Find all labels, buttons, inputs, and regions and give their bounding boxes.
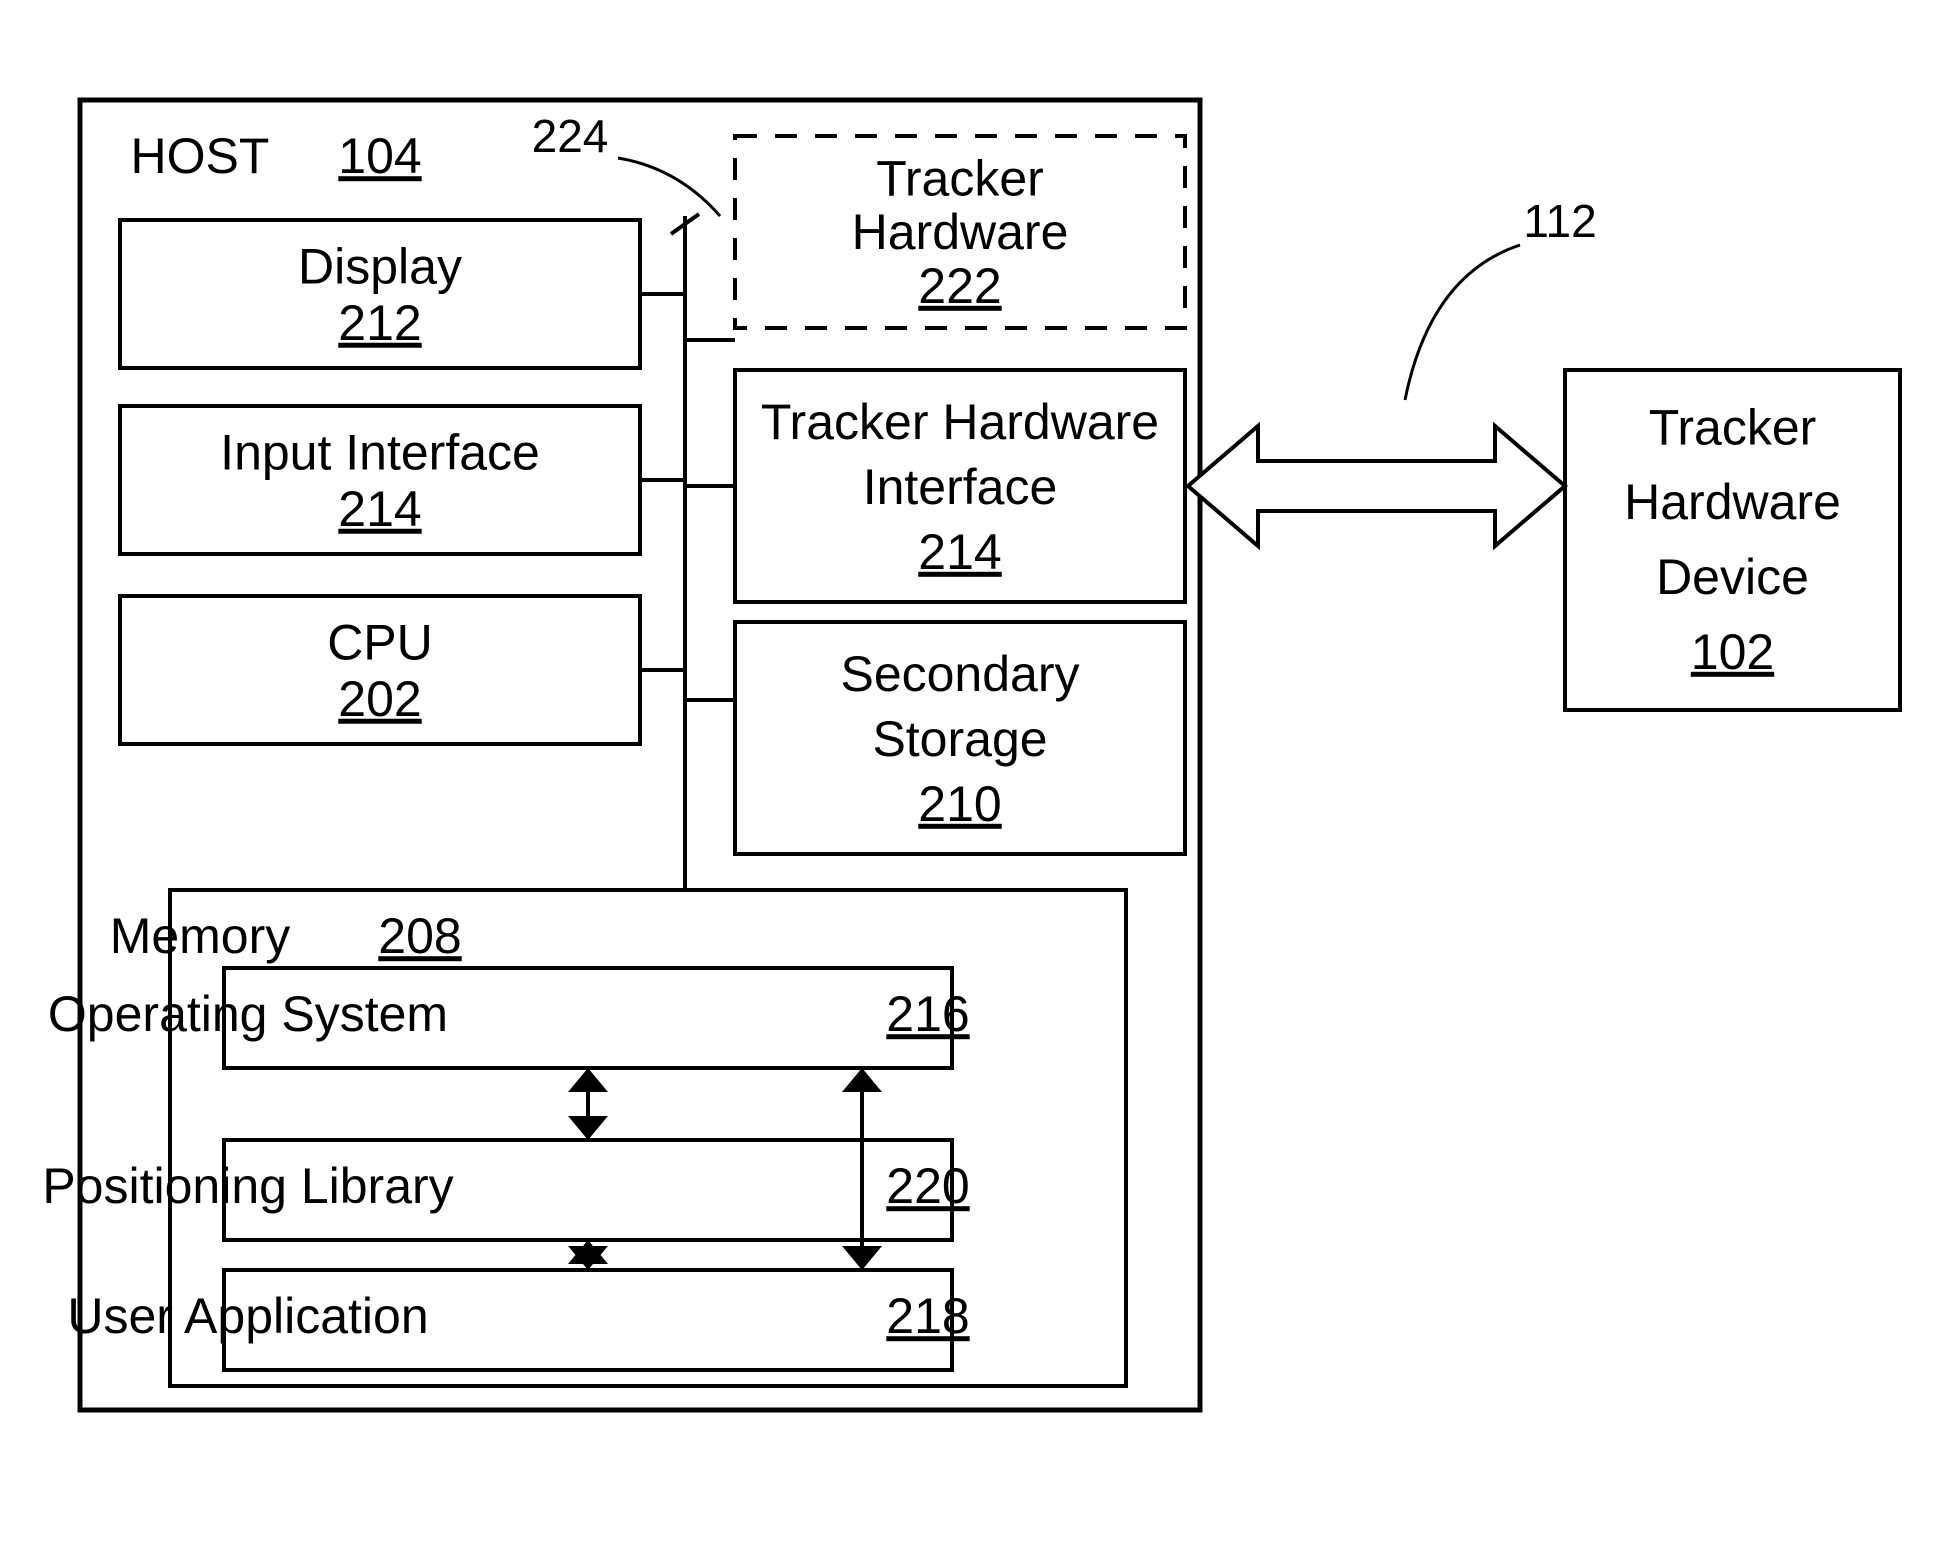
tracker-device-l3: Device (1656, 549, 1809, 605)
cpu-label: CPU (327, 615, 433, 671)
ref-112-leader (1405, 245, 1520, 400)
cpu-ref: 202 (338, 671, 421, 727)
ss-l2: Storage (872, 711, 1047, 767)
plib-label: Positioning Library (42, 1158, 453, 1214)
host-label: HOST (131, 128, 270, 184)
display-label: Display (298, 239, 462, 295)
ss-l1: Secondary (840, 646, 1079, 702)
os-ref: 216 (886, 986, 969, 1042)
plib-ref: 220 (886, 1158, 969, 1214)
ref-112-label: 112 (1523, 195, 1596, 247)
uapp-ref: 218 (886, 1288, 969, 1344)
ss-ref: 210 (918, 776, 1001, 832)
ref-224-label: 224 (532, 110, 609, 162)
uapp-label: User Application (67, 1288, 428, 1344)
host-ref: 104 (338, 128, 421, 184)
os-label: Operating System (48, 986, 448, 1042)
tracker-device-ref: 102 (1691, 624, 1774, 680)
inputif-ref: 214 (338, 481, 421, 537)
tracker-device-l2: Hardware (1624, 474, 1841, 530)
inputif-label: Input Interface (220, 425, 540, 481)
memory-label: Memory (110, 908, 291, 964)
tracker-device-l1: Tracker (1649, 399, 1817, 455)
bidir-arrow (1188, 426, 1565, 546)
thi-ref: 214 (918, 524, 1001, 580)
thi-l1: Tracker Hardware (761, 394, 1159, 450)
thi-l2: Interface (863, 459, 1058, 515)
memory-ref: 208 (378, 908, 461, 964)
thw-l2: Hardware (852, 204, 1069, 260)
display-ref: 212 (338, 295, 421, 351)
thw-ref: 222 (918, 258, 1001, 314)
thw-l1: Tracker (876, 150, 1044, 206)
